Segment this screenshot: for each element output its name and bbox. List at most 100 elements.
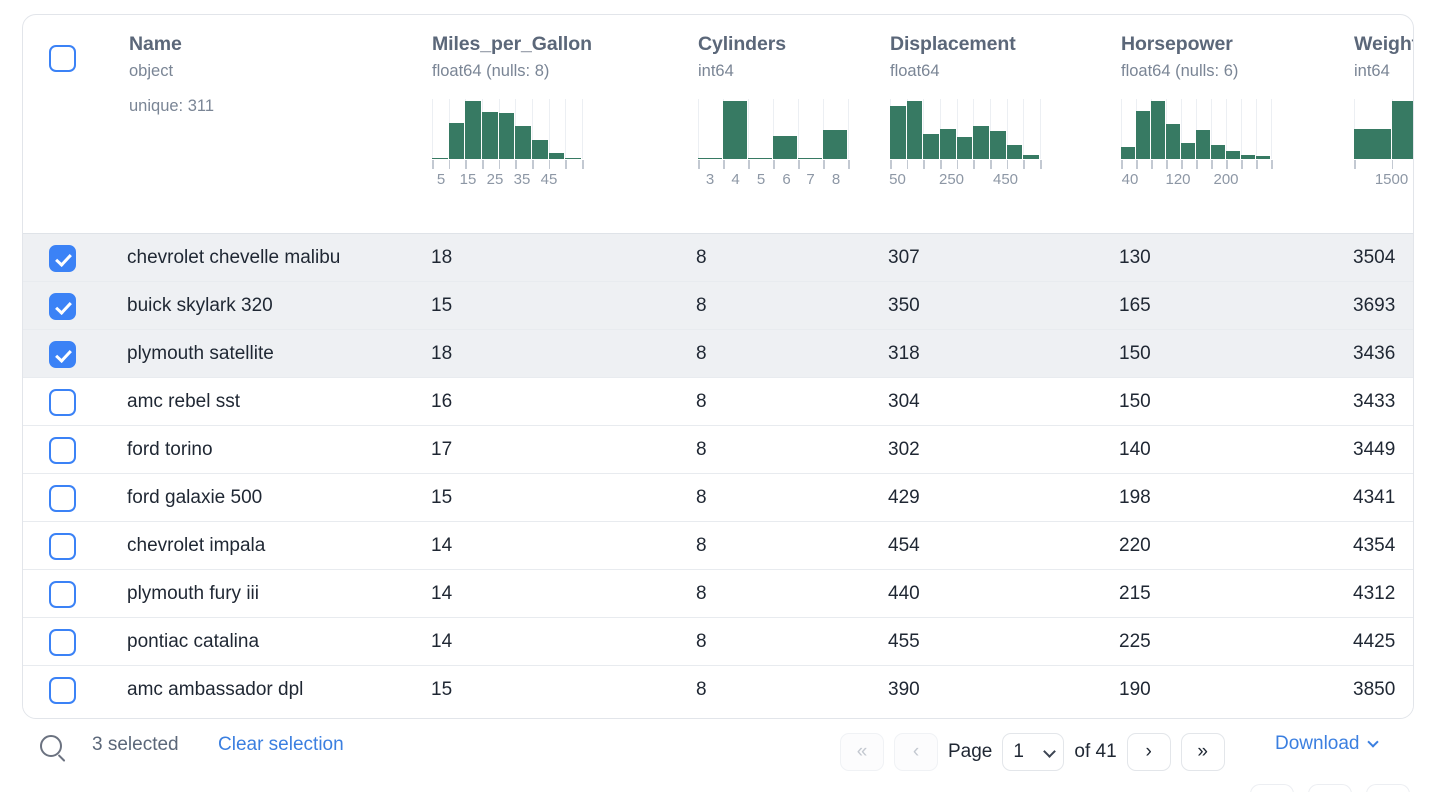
cell-weight: 3436 <box>1353 343 1396 364</box>
table-row[interactable]: buick skylark 320 15 8 350 165 3693 <box>23 282 1413 330</box>
histogram-bar <box>515 126 532 159</box>
cell-miles-per-gallon: 15 <box>431 487 453 508</box>
table-row[interactable]: chevrolet chevelle malibu 18 8 307 130 3504 <box>23 234 1413 282</box>
prev-page-button[interactable]: ‹ <box>894 733 938 771</box>
checkbox-unchecked-icon <box>49 389 76 416</box>
page-label: Page <box>948 741 993 762</box>
axis-tick-label: 15 <box>459 171 477 188</box>
histogram-bar <box>1151 101 1165 159</box>
column-header-miles-per-gallon[interactable]: Miles_per_Gallon float64 (nulls: 8) 5 15 2… <box>432 33 592 191</box>
row-select-checkbox[interactable] <box>49 485 76 517</box>
axis-tick <box>1121 160 1123 169</box>
axis-tick <box>1391 160 1393 169</box>
cell-name: ford torino <box>127 439 213 460</box>
cell-miles-per-gallon: 18 <box>431 247 453 268</box>
histogram-bar <box>498 112 515 159</box>
axis-tick-label: 25 <box>486 171 504 188</box>
axis-tick <box>1226 160 1228 169</box>
table-row[interactable]: ford torino 17 8 302 140 3449 <box>23 426 1413 474</box>
table-header: Name object unique: 311 Miles_per_Gallon… <box>23 15 1413 234</box>
cell-name: amc ambassador dpl <box>127 679 304 700</box>
axis-tick <box>723 160 725 169</box>
histogram-tick-labels: 40 120 200 <box>1121 171 1271 191</box>
histogram-gridline <box>990 99 991 159</box>
axis-tick <box>890 160 892 169</box>
first-page-button[interactable]: « <box>840 733 884 771</box>
cell-name: plymouth satellite <box>127 343 274 364</box>
histogram-bar <box>565 157 582 159</box>
axis-tick <box>565 160 567 169</box>
checkbox-unchecked-icon <box>49 629 76 656</box>
download-button[interactable]: Download <box>1275 733 1379 755</box>
last-page-button[interactable]: » <box>1180 733 1225 771</box>
table-row[interactable]: chevrolet impala 14 8 454 220 4354 <box>23 522 1413 570</box>
histogram-bar <box>990 131 1006 159</box>
axis-tick-label: 1500 <box>1374 171 1409 188</box>
row-select-checkbox[interactable] <box>49 245 76 277</box>
axis-tick <box>548 160 551 169</box>
table-row[interactable]: pontiac catalina 14 8 455 225 4425 <box>23 618 1413 666</box>
row-select-checkbox[interactable] <box>49 437 76 469</box>
axis-tick <box>1023 160 1025 169</box>
checkbox-checked-icon <box>49 341 76 368</box>
histogram-bar <box>1256 155 1270 159</box>
cell-weight: 4341 <box>1353 487 1396 508</box>
histogram-bar <box>906 101 923 159</box>
clear-selection-link[interactable]: Clear selection <box>218 734 344 755</box>
checkbox-checked-icon <box>49 293 76 320</box>
row-select-checkbox[interactable] <box>49 677 76 709</box>
column-dtype: float64 <box>890 62 940 80</box>
histogram-gridline <box>956 99 958 159</box>
axis-tick-label: 120 <box>1165 171 1191 188</box>
column-title: Horsepower <box>1121 33 1233 55</box>
selection-count: 3 selected <box>92 734 179 755</box>
row-select-checkbox[interactable] <box>49 341 76 373</box>
table-row[interactable]: amc ambassador dpl 15 8 390 190 3850 <box>23 666 1413 714</box>
data-table-card: Name object unique: 311 Miles_per_Gallon… <box>22 14 1414 719</box>
column-dtype: float64 (nulls: 6) <box>1121 62 1239 80</box>
histogram-bar <box>1181 142 1195 159</box>
histogram-axis <box>432 160 584 169</box>
table-row[interactable]: plymouth satellite 18 8 318 150 3436 <box>23 330 1413 378</box>
axis-tick <box>482 160 484 169</box>
table-row[interactable]: plymouth fury iii 14 8 440 215 4312 <box>23 570 1413 618</box>
histogram-bar <box>465 101 482 159</box>
column-title: Displacement <box>890 33 1016 55</box>
column-header-horsepower[interactable]: Horsepower float64 (nulls: 6) 40 120 200 <box>1121 33 1273 191</box>
row-select-checkbox[interactable] <box>49 533 76 565</box>
cell-name: buick skylark 320 <box>127 295 273 316</box>
checkbox-unchecked-icon <box>49 437 76 464</box>
column-header-displacement[interactable]: Displacement float64 50 250 450 <box>889 33 1042 191</box>
axis-tick-label: 8 <box>831 171 841 188</box>
pagination: « ‹ Page 1 of 41 › » <box>840 727 1225 777</box>
row-select-checkbox[interactable] <box>49 293 76 325</box>
row-select-checkbox[interactable] <box>49 389 76 421</box>
offscreen-button <box>1308 784 1352 792</box>
row-select-checkbox[interactable] <box>49 629 76 661</box>
table-row[interactable]: ford galaxie 500 15 8 429 198 4341 <box>23 474 1413 522</box>
column-header-weight[interactable]: Weight int64 150035 <box>1354 33 1413 191</box>
cell-miles-per-gallon: 15 <box>431 679 453 700</box>
column-unique-count: unique: 311 <box>129 97 215 115</box>
axis-tick-label: 35 <box>513 171 531 188</box>
histogram-bar <box>1196 130 1210 159</box>
next-page-button[interactable]: › <box>1126 733 1171 771</box>
column-histogram-displacement: 50 250 450 <box>889 99 1042 191</box>
search-icon[interactable] <box>40 735 62 757</box>
select-all-checkbox[interactable] <box>49 45 76 77</box>
page-number-select[interactable]: 1 <box>1002 733 1065 771</box>
cell-horsepower: 165 <box>1119 295 1151 316</box>
axis-tick <box>1151 160 1153 169</box>
offscreen-buttons-row <box>1250 784 1410 792</box>
axis-tick <box>906 160 909 169</box>
histogram-gridline <box>823 99 824 159</box>
cell-horsepower: 130 <box>1119 247 1151 268</box>
column-header-name[interactable]: Name object unique: 311 <box>129 33 214 116</box>
column-dtype: object <box>129 62 174 80</box>
table-row[interactable]: amc rebel sst 16 8 304 150 3433 <box>23 378 1413 426</box>
histogram-bar <box>432 157 448 159</box>
row-select-checkbox[interactable] <box>49 581 76 613</box>
axis-tick <box>798 160 800 169</box>
cell-displacement: 429 <box>888 487 920 508</box>
